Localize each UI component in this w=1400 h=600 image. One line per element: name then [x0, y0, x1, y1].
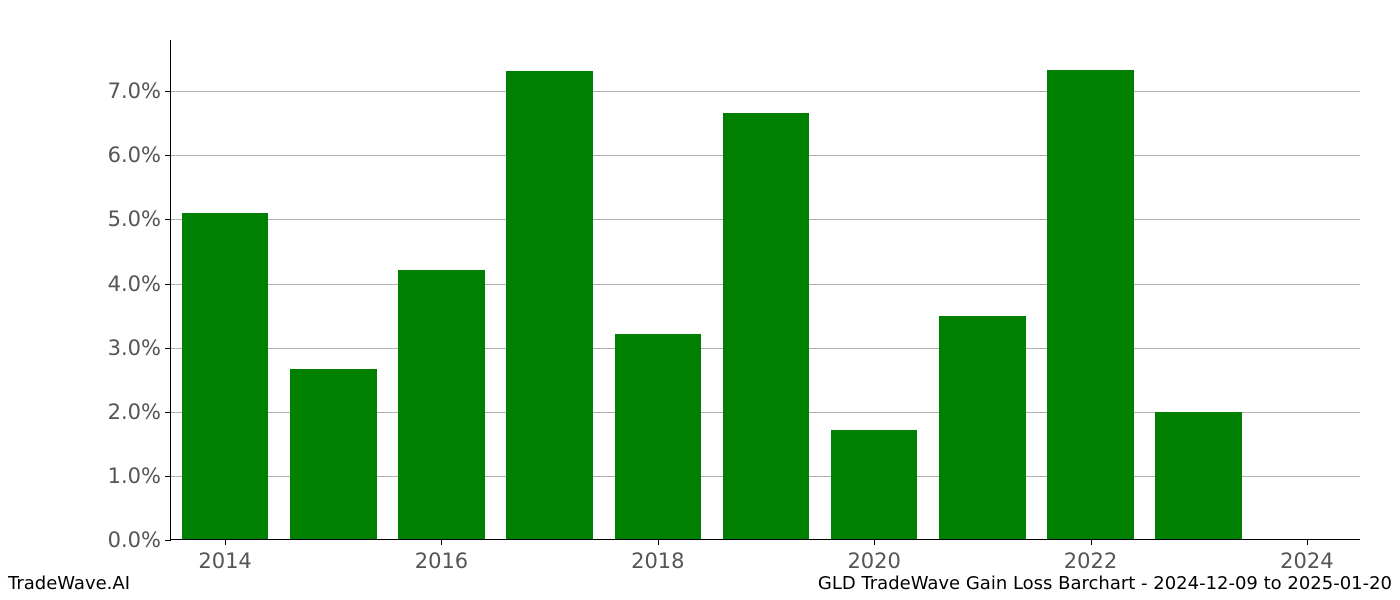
ytick-label: 7.0%	[108, 79, 171, 103]
xtick-label: 2016	[415, 539, 468, 573]
bar	[506, 71, 593, 539]
bar	[182, 213, 269, 539]
ytick-label: 3.0%	[108, 336, 171, 360]
ytick-label: 5.0%	[108, 207, 171, 231]
ytick-label: 0.0%	[108, 528, 171, 552]
xtick-label: 2018	[631, 539, 684, 573]
xtick-label: 2020	[847, 539, 900, 573]
ytick-label: 4.0%	[108, 272, 171, 296]
gridline	[171, 91, 1360, 92]
bar-chart: 0.0%1.0%2.0%3.0%4.0%5.0%6.0%7.0%20142016…	[170, 40, 1360, 540]
bar	[398, 270, 485, 539]
bar	[939, 316, 1026, 539]
xtick-label: 2014	[198, 539, 251, 573]
ytick-label: 1.0%	[108, 464, 171, 488]
bar	[1155, 412, 1242, 539]
bar	[1047, 70, 1134, 539]
xtick-label: 2022	[1064, 539, 1117, 573]
ytick-label: 6.0%	[108, 143, 171, 167]
xtick-label: 2024	[1280, 539, 1333, 573]
bar	[615, 334, 702, 539]
plot-area: 0.0%1.0%2.0%3.0%4.0%5.0%6.0%7.0%20142016…	[170, 40, 1360, 540]
footer-caption: GLD TradeWave Gain Loss Barchart - 2024-…	[818, 573, 1392, 594]
ytick-label: 2.0%	[108, 400, 171, 424]
bar	[831, 430, 918, 539]
footer-brand: TradeWave.AI	[8, 573, 130, 594]
bar	[723, 113, 810, 539]
bar	[290, 369, 377, 539]
